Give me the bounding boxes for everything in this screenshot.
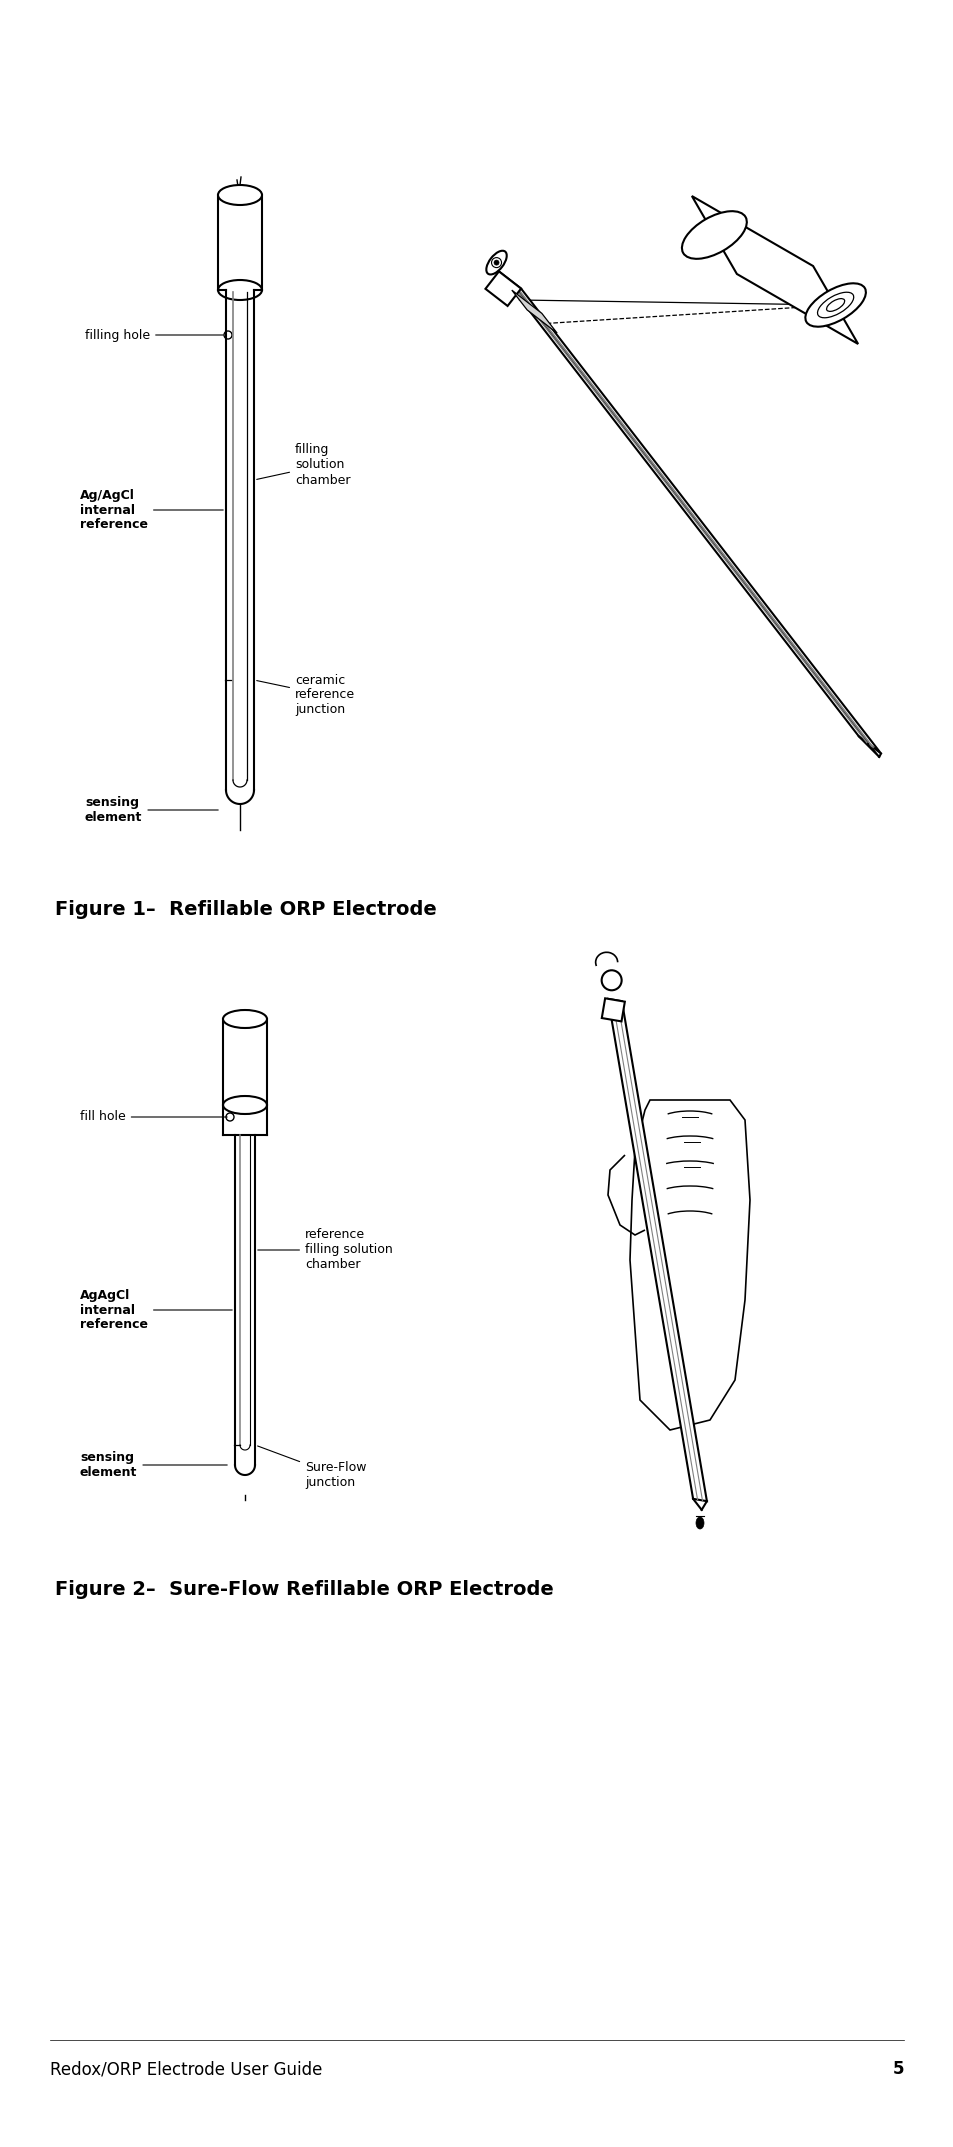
Text: reference
filling solution
chamber: reference filling solution chamber bbox=[257, 1228, 393, 1271]
Text: filling
solution
chamber: filling solution chamber bbox=[256, 444, 350, 487]
Text: 5: 5 bbox=[892, 2059, 903, 2078]
Text: Sure-Flow
junction: Sure-Flow junction bbox=[257, 1445, 366, 1490]
Polygon shape bbox=[511, 290, 557, 333]
Polygon shape bbox=[498, 271, 881, 754]
Text: Ag/AgCl
internal
reference: Ag/AgCl internal reference bbox=[80, 490, 223, 532]
Ellipse shape bbox=[696, 1518, 703, 1529]
Polygon shape bbox=[607, 998, 706, 1501]
Ellipse shape bbox=[804, 283, 865, 326]
Text: Figure 2–  Sure-Flow Refillable ORP Electrode: Figure 2– Sure-Flow Refillable ORP Elect… bbox=[55, 1580, 553, 1600]
Polygon shape bbox=[691, 195, 857, 344]
Text: sensing
element: sensing element bbox=[80, 1451, 227, 1479]
Ellipse shape bbox=[218, 185, 262, 204]
Ellipse shape bbox=[601, 970, 621, 990]
Text: sensing
element: sensing element bbox=[85, 797, 218, 824]
Text: AgAgCl
internal
reference: AgAgCl internal reference bbox=[80, 1288, 232, 1331]
Polygon shape bbox=[485, 271, 520, 307]
Ellipse shape bbox=[681, 210, 746, 260]
Text: fill hole: fill hole bbox=[80, 1110, 227, 1123]
Text: filling hole: filling hole bbox=[85, 328, 223, 341]
Text: Redox/ORP Electrode User Guide: Redox/ORP Electrode User Guide bbox=[50, 2059, 322, 2078]
Polygon shape bbox=[601, 998, 624, 1022]
Ellipse shape bbox=[486, 251, 506, 275]
Ellipse shape bbox=[223, 1009, 267, 1028]
Ellipse shape bbox=[817, 292, 853, 318]
Text: ceramic
reference
junction: ceramic reference junction bbox=[256, 674, 355, 717]
Text: Figure 1–  Refillable ORP Electrode: Figure 1– Refillable ORP Electrode bbox=[55, 900, 436, 919]
Ellipse shape bbox=[494, 260, 498, 264]
